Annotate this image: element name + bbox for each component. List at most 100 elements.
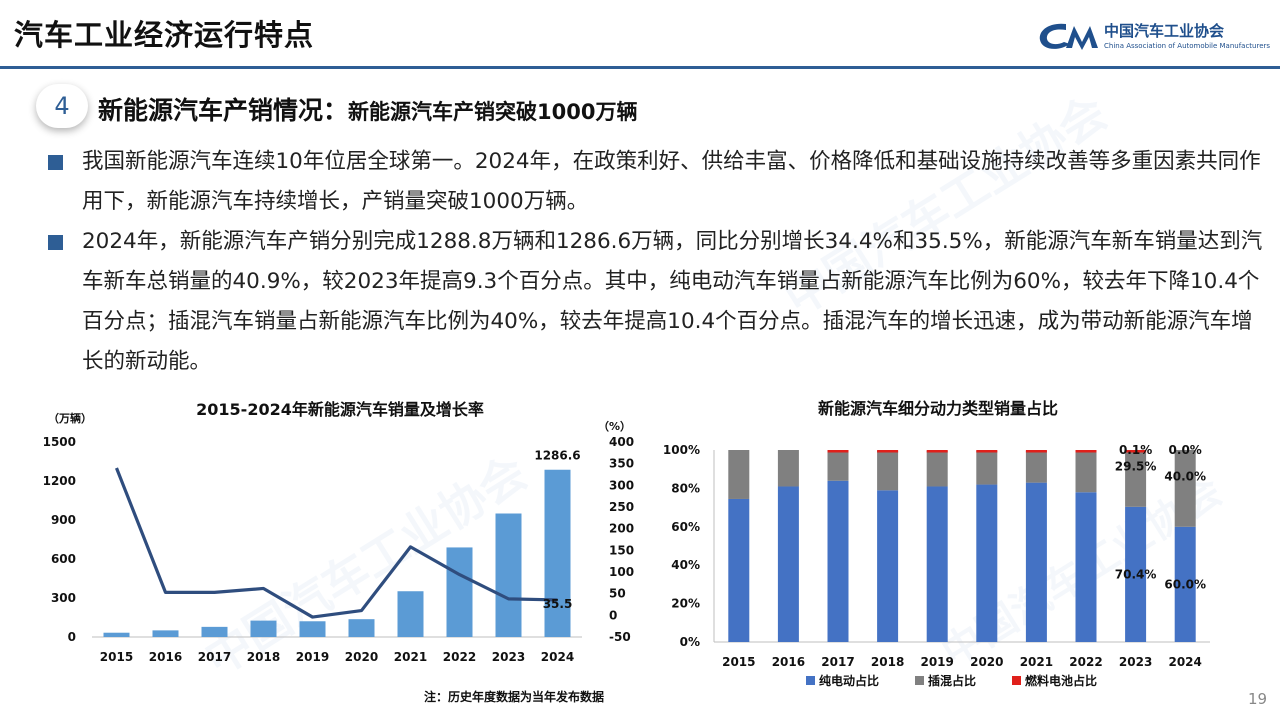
square-bullet-icon xyxy=(48,155,63,170)
slide-header: 汽车工业经济运行特点 中国汽车工业协会 China Association of… xyxy=(0,0,1280,69)
section-title-main: 新能源汽车产销情况： xyxy=(98,96,349,125)
x-tick-label: 2021 xyxy=(394,650,427,664)
left-tick-label: 1500 xyxy=(43,435,76,449)
powertrain-share-chart: 新能源汽车细分动力类型销量占比 0% 20% 40% 60% 80% 100% 2015 201… xyxy=(663,399,1210,688)
chart-note: 注：历史年度数据为当年发布数据 xyxy=(424,690,605,704)
sales-bar xyxy=(201,626,228,637)
sales-bar xyxy=(103,632,130,637)
right-tick-label: 350 xyxy=(609,457,634,471)
x-tick-label: 2018 xyxy=(247,650,280,664)
stacked-segment-fcev xyxy=(1075,450,1097,453)
right-axis-unit: （%） xyxy=(598,420,631,433)
logo-subtitle: China Association of Automobile Manufact… xyxy=(1104,42,1271,50)
stacked-segment-phev xyxy=(877,450,899,491)
right-tick-label: -50 xyxy=(609,630,631,644)
x-tick-label: 2019 xyxy=(920,655,953,669)
stacked-segment-phev xyxy=(827,450,849,481)
stacked-segment-phev xyxy=(976,450,998,485)
stacked-segment-fcev xyxy=(1025,450,1047,453)
stacked-segment-bev xyxy=(877,490,899,642)
bullet-list: 我国新能源汽车连续10年位居全球第一。2024年，在政策利好、供给丰富、价格降低… xyxy=(46,142,1266,382)
section-title-sub: 新能源汽车产销突破1000万辆 xyxy=(348,100,638,124)
x-tick-label: 2018 xyxy=(871,655,904,669)
sales-bar xyxy=(446,547,473,637)
x-tick-label: 2020 xyxy=(345,650,378,664)
caam-logo: 中国汽车工业协会 China Association of Automobile… xyxy=(1036,18,1276,60)
stacked-segment-phev xyxy=(1125,450,1147,507)
stacked-segment-bev xyxy=(1025,482,1047,642)
stacked-segment-fcev xyxy=(877,450,899,453)
bullet-text: 我国新能源汽车连续10年位居全球第一。2024年，在政策利好、供给丰富、价格降低… xyxy=(82,149,1261,214)
sales-bar xyxy=(299,621,326,637)
stacked-segment-phev xyxy=(926,450,948,487)
stacked-segment-bev xyxy=(728,498,750,642)
page-number: 19 xyxy=(1248,690,1268,708)
stacked-segment-bev xyxy=(1075,492,1097,642)
legend-swatch xyxy=(1012,676,1021,685)
y-tick-label: 20% xyxy=(671,597,700,611)
stacked-segment-phev xyxy=(1075,450,1097,493)
x-tick-label: 2017 xyxy=(821,655,854,669)
data-label-phev: 29.5% xyxy=(1115,460,1157,474)
right-tick-label: 0 xyxy=(609,608,617,622)
legend-swatch xyxy=(915,676,924,685)
data-label-fcev: 0.0% xyxy=(1169,443,1202,457)
right-tick-label: 300 xyxy=(609,478,634,492)
data-label-phev: 40.0% xyxy=(1164,469,1206,483)
legend-label: 燃料电池占比 xyxy=(1025,673,1097,688)
stacked-segment-bev xyxy=(976,484,998,642)
x-tick-label: 2024 xyxy=(541,650,574,664)
data-label-bev: 60.0% xyxy=(1164,577,1206,591)
right-tick-label: 250 xyxy=(609,500,634,514)
sales-bar xyxy=(348,619,375,637)
x-tick-label: 2016 xyxy=(149,650,182,664)
bullet-item: 2024年，新能源汽车产销分别完成1288.8万辆和1286.6万辆，同比分别增… xyxy=(46,222,1266,382)
x-tick-label: 2016 xyxy=(772,655,805,669)
bullet-text: 2024年，新能源汽车产销分别完成1288.8万辆和1286.6万辆，同比分别增… xyxy=(82,229,1263,374)
stacked-segment-bev xyxy=(1125,506,1147,642)
x-tick-label: 2023 xyxy=(492,650,525,664)
sales-bar xyxy=(397,591,424,637)
chart-title: 2015-2024年新能源汽车销量及增长率 xyxy=(196,400,484,419)
right-tick-label: 200 xyxy=(609,522,634,536)
section-title: 新能源汽车产销情况：新能源汽车产销突破1000万辆 xyxy=(98,91,637,127)
stacked-segment-phev xyxy=(777,450,799,487)
left-tick-label: 600 xyxy=(51,552,76,566)
stacked-segment-phev xyxy=(1174,450,1196,527)
chart-title: 新能源汽车细分动力类型销量占比 xyxy=(818,399,1058,418)
line-data-label: 35.5 xyxy=(543,597,573,611)
x-tick-label: 2022 xyxy=(1069,655,1102,669)
stacked-segment-fcev xyxy=(926,450,948,453)
x-tick-label: 2021 xyxy=(1020,655,1053,669)
y-tick-label: 60% xyxy=(671,520,700,534)
y-tick-label: 40% xyxy=(671,558,700,572)
x-tick-label: 2024 xyxy=(1168,655,1201,669)
stacked-segment-phev xyxy=(1025,450,1047,483)
sales-growth-chart: 2015-2024年新能源汽车销量及增长率 （万辆） （%） 0 300 600 900 12… xyxy=(43,400,634,664)
right-tick-label: 150 xyxy=(609,543,634,557)
stacked-segment-fcev xyxy=(827,450,849,453)
stacked-segment-fcev xyxy=(976,450,998,453)
caam-logo-icon xyxy=(1039,23,1098,50)
x-tick-label: 2020 xyxy=(970,655,1003,669)
left-tick-label: 1200 xyxy=(43,474,76,488)
x-tick-label: 2015 xyxy=(722,655,755,669)
left-tick-label: 300 xyxy=(51,591,76,605)
sales-bar xyxy=(495,513,522,637)
bullet-item: 我国新能源汽车连续10年位居全球第一。2024年，在政策利好、供给丰富、价格降低… xyxy=(46,142,1266,222)
square-bullet-icon xyxy=(48,235,63,250)
stacked-segment-bev xyxy=(827,480,849,642)
bar-data-label: 1286.6 xyxy=(534,449,580,463)
x-tick-label: 2017 xyxy=(198,650,231,664)
legend-swatch xyxy=(806,676,815,685)
y-tick-label: 0% xyxy=(680,635,700,649)
header-divider xyxy=(0,66,1280,69)
x-tick-label: 2015 xyxy=(100,650,133,664)
left-tick-label: 900 xyxy=(51,513,76,527)
slide-title: 汽车工业经济运行特点 xyxy=(14,18,315,52)
x-tick-label: 2023 xyxy=(1119,655,1152,669)
left-tick-label: 0 xyxy=(68,630,76,644)
sales-bar xyxy=(544,469,571,637)
sales-bar xyxy=(152,630,179,637)
stacked-segment-fcev xyxy=(1125,450,1147,453)
